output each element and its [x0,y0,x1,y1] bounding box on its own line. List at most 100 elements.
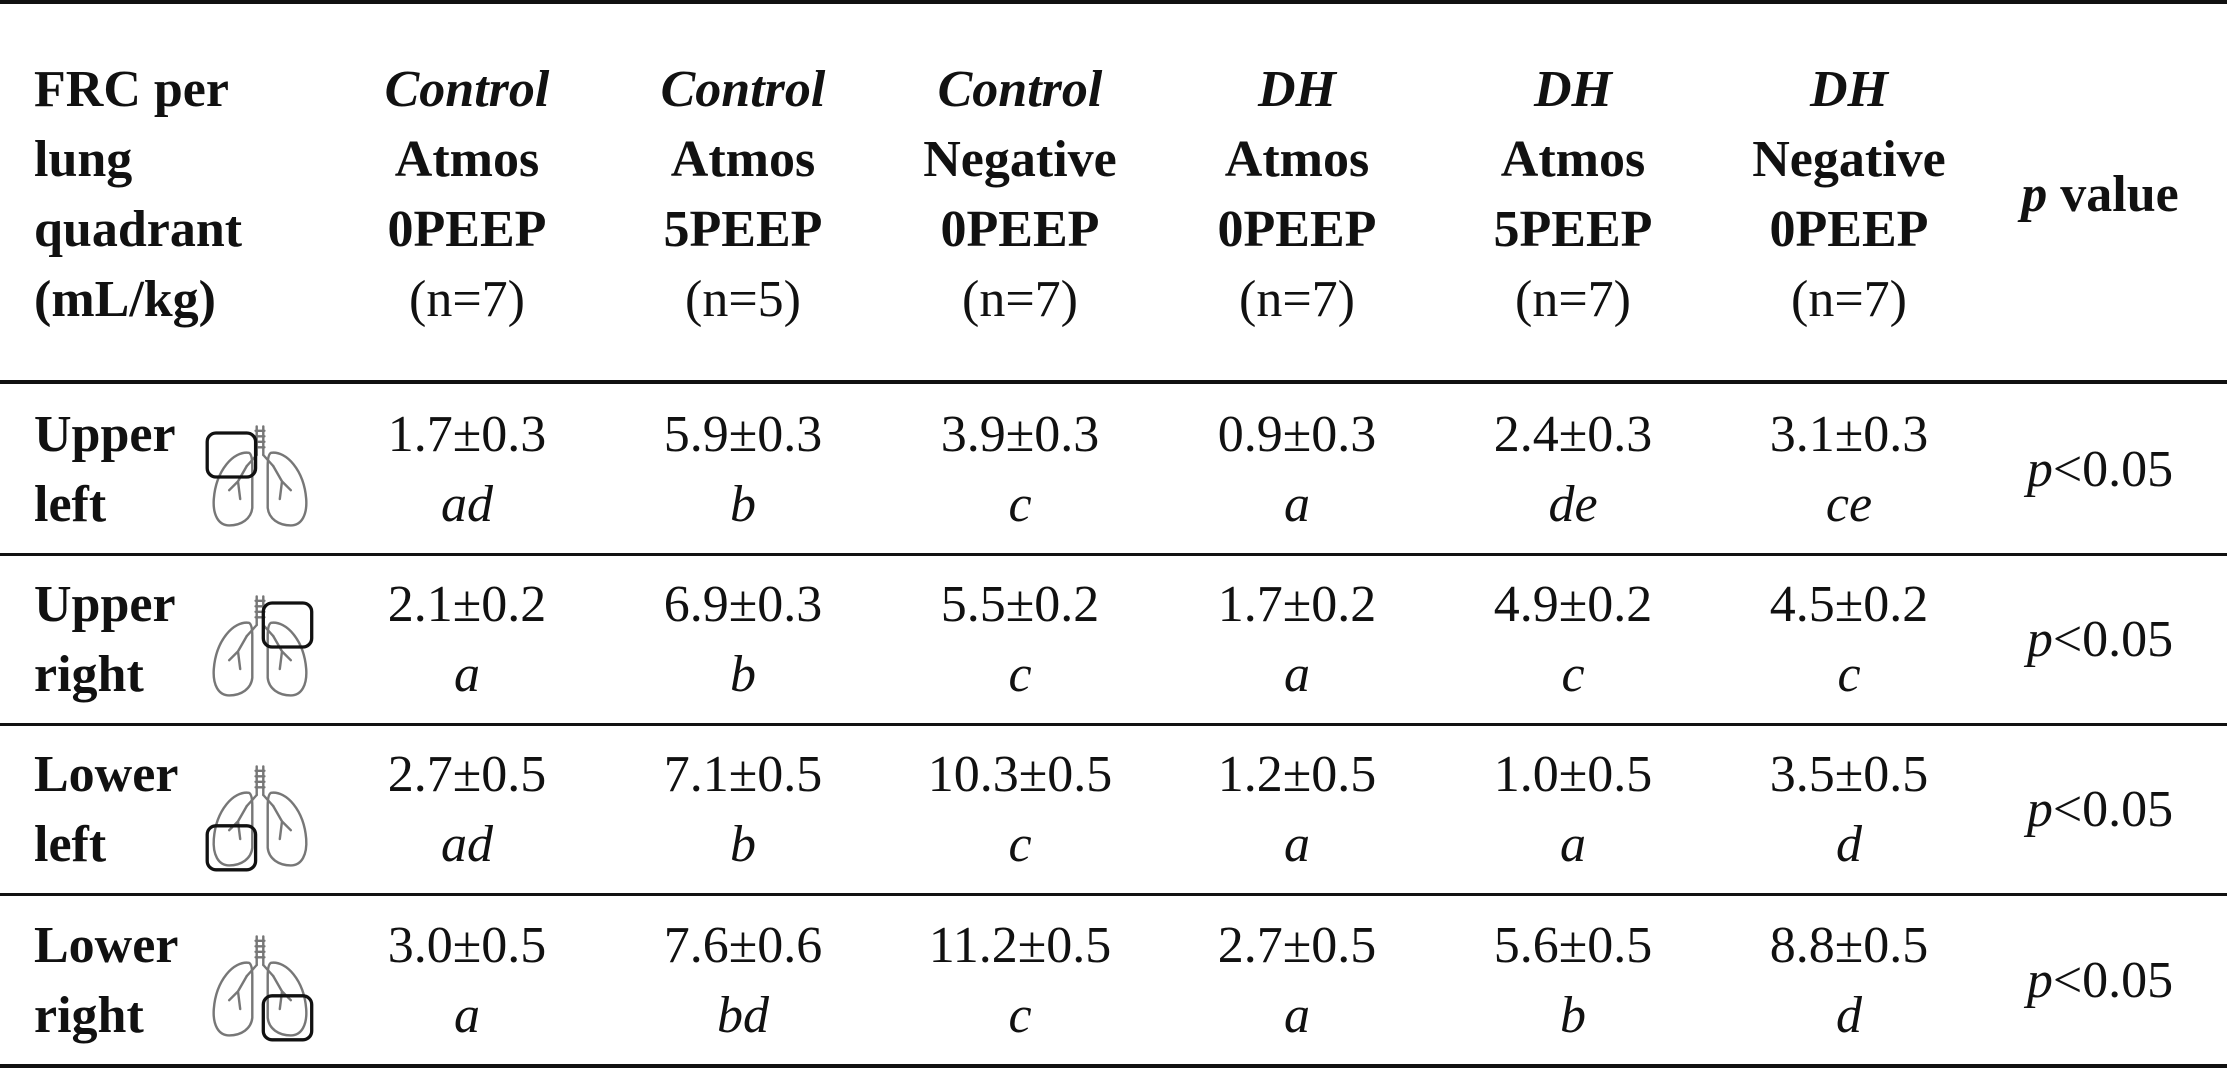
lung-icon-wrapper [205,422,315,532]
cell-value: 1.0±0.5 [1493,746,1653,803]
row-label: Lower right [34,911,204,1051]
cell-significance-letters: c [1008,816,1032,873]
row-label-line: Lower [34,746,179,803]
table-cell: 1.7±0.2 a [1167,570,1427,710]
cell-significance-letters: c [1008,987,1032,1044]
table-cell: 10.3±0.5 c [890,740,1150,880]
p-italic: p [2026,781,2053,838]
cell-significance-letters: c [1008,476,1032,533]
table-cell: 8.8±0.5 d [1719,911,1979,1051]
column-peep: 5PEEP [1493,201,1653,258]
cell-value: 7.1±0.5 [663,746,823,803]
lung-lower-right-icon [212,935,314,1042]
column-peep: 0PEEP [1769,201,1929,258]
cell-value: 3.1±0.3 [1769,406,1929,463]
row-label: Lower left [34,740,204,880]
table-cell: 2.1±0.2 a [337,570,597,710]
table-cell: 3.9±0.3 c [890,400,1150,540]
cell-significance-letters: b [730,816,756,873]
table-cell: 1.2±0.5 a [1167,740,1427,880]
column-condition: Negative [1752,131,1946,188]
column-header: Control Atmos 5PEEP (n=5) [613,55,873,335]
column-header: DH Atmos 5PEEP (n=7) [1443,55,1703,335]
header-quantity-label: FRC per lung quadrant (mL/kg) [34,55,314,335]
row-p-value: p<0.05 [1990,946,2210,1016]
table-cell: 1.7±0.3 ad [337,400,597,540]
cell-significance-letters: a [1284,987,1310,1044]
row-p-value: p<0.05 [1990,605,2210,675]
table-cell: 3.5±0.5 d [1719,740,1979,880]
table-cell: 3.0±0.5 a [337,911,597,1051]
column-group-name: DH [1534,61,1612,118]
column-sample-size: (n=7) [409,271,525,328]
table-cell: 6.9±0.3 b [613,570,873,710]
table-cell: 1.0±0.5 a [1443,740,1703,880]
p-threshold: <0.05 [2052,952,2174,1009]
cell-value: 3.5±0.5 [1769,746,1929,803]
cell-value: 1.7±0.2 [1217,576,1377,633]
cell-significance-letters: c [1561,646,1585,703]
column-peep: 5PEEP [663,201,823,258]
header-line: (mL/kg) [34,271,216,328]
cell-value: 2.1±0.2 [387,576,547,633]
column-sample-size: (n=7) [1239,271,1355,328]
cell-value: 3.0±0.5 [387,917,547,974]
cell-value: 5.5±0.2 [940,576,1100,633]
cell-significance-letters: a [1284,816,1310,873]
lung-icon-wrapper [205,762,315,872]
cell-significance-letters: ad [441,816,493,873]
lung-icon-wrapper [205,932,315,1042]
p-italic: p [2021,166,2048,223]
p-threshold: <0.05 [2052,441,2174,498]
cell-significance-letters: a [454,646,480,703]
column-condition: Atmos [1224,131,1370,188]
table-cell: 2.7±0.5 a [1167,911,1427,1051]
cell-value: 5.6±0.5 [1493,917,1653,974]
column-condition: Atmos [670,131,816,188]
column-header: DH Atmos 0PEEP (n=7) [1167,55,1427,335]
cell-significance-letters: d [1836,987,1862,1044]
row-divider [0,723,2227,726]
cell-significance-letters: c [1008,646,1032,703]
row-label-line: right [34,987,144,1044]
cell-significance-letters: a [1284,646,1310,703]
table-cell: 5.6±0.5 b [1443,911,1703,1051]
row-label-line: left [34,816,107,873]
row-label-line: left [34,476,107,533]
p-value-word: value [2047,166,2179,223]
lung-upper-right-icon [212,595,314,697]
cell-significance-letters: a [1284,476,1310,533]
column-sample-size: (n=7) [962,271,1078,328]
lung-icon-wrapper [205,592,315,702]
header-line: FRC per [34,61,229,118]
column-peep: 0PEEP [940,201,1100,258]
row-label-line: Lower [34,917,179,974]
table-bottom-rule [0,1064,2227,1068]
cell-significance-letters: ad [441,476,493,533]
cell-value: 2.7±0.5 [387,746,547,803]
column-group-name: DH [1810,61,1888,118]
table-cell: 7.1±0.5 b [613,740,873,880]
column-group-name: Control [384,61,550,118]
cell-significance-letters: c [1837,646,1861,703]
column-peep: 0PEEP [387,201,547,258]
column-sample-size: (n=7) [1515,271,1631,328]
p-italic: p [2026,441,2053,498]
cell-value: 0.9±0.3 [1217,406,1377,463]
column-condition: Negative [923,131,1117,188]
p-italic: p [2026,952,2053,1009]
p-italic: p [2026,611,2053,668]
column-sample-size: (n=7) [1791,271,1907,328]
row-divider [0,553,2227,556]
header-bottom-rule [0,380,2227,384]
cell-significance-letters: b [1560,987,1586,1044]
column-group-name: DH [1258,61,1336,118]
cell-value: 2.7±0.5 [1217,917,1377,974]
row-p-value: p<0.05 [1990,775,2210,845]
cell-value: 2.4±0.3 [1493,406,1653,463]
table-cell: 4.5±0.2 c [1719,570,1979,710]
header-line: quadrant [34,201,243,258]
lung-upper-left-icon [205,425,308,527]
lung-lower-left-icon [205,765,308,872]
column-condition: Atmos [394,131,540,188]
